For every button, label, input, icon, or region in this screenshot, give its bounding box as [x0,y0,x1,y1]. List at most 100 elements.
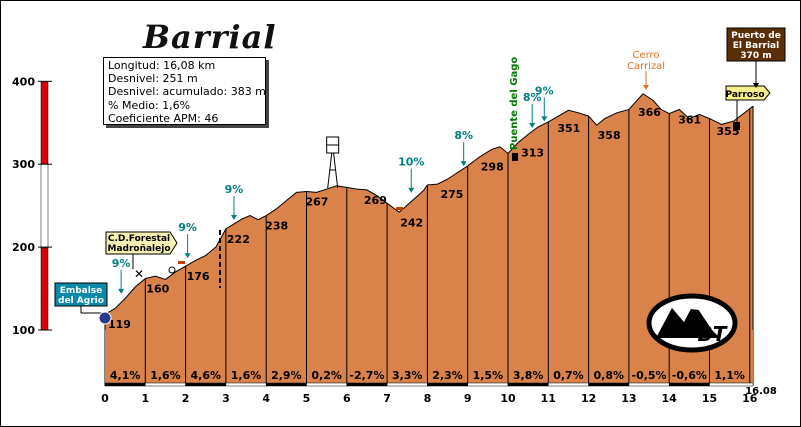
waypoint-label: Parroso [725,90,764,100]
profile-area [105,93,754,330]
km-segment-bar [346,382,388,387]
km-segment-bar [588,382,630,387]
segment-grade-label: 3,8% [513,369,544,382]
waypoint-pointer [643,85,649,90]
x-tick-label: 5 [303,392,311,405]
waypoint-label: 370 m [740,51,771,61]
grade-annotation: 10% [398,156,424,169]
y-tick-label: 100 [12,324,35,337]
segment-grade-label: -0,5% [632,369,667,382]
km-segment-bar [104,382,146,387]
km-segment-bar [427,382,468,387]
segment-grade-label: 4,1% [110,369,141,382]
km-segment-bar [548,382,589,387]
direction-marker [396,207,403,210]
x-tick-label: 3 [222,392,230,405]
profile-base [105,330,754,386]
segment-grade-label: 2,3% [432,369,463,382]
logo-mountain-icon [690,303,699,310]
stat-longitud: Longitud: 16,08 km [108,59,216,72]
grade-arrow-head [460,161,467,167]
waypoint-label: El Barrial [733,41,779,51]
elevation-label: 119 [108,318,131,331]
elevation-label: 160 [146,283,169,296]
km-segment-bar [467,382,509,387]
x-tick-label: 12 [581,392,596,405]
elevation-label: 351 [557,122,580,135]
logo-mountain-icon [656,303,720,338]
grade-arrow-head [184,253,191,259]
stat-desnivel: Desnivel: 251 m [108,72,198,86]
grade-arrow-head [541,116,548,122]
x-tick-label: 14 [662,392,678,405]
direction-marker [178,261,185,264]
segment-grade-label: 1,5% [473,369,504,382]
segment-grade-label: 1,6% [150,369,181,382]
km-segment-bar [145,382,186,387]
stat-porcentaje-medio: % Medio: 1,6% [108,98,191,112]
vertical-waypoint-label: Puente del Gago [509,57,520,150]
bridge-icon [733,122,740,130]
stat-coeficiente-apm: Coeficiente APM: 46 [108,111,219,125]
km-segment-bar [628,382,670,387]
segment-grade-label: 0,7% [553,369,584,382]
elevation-label: 313 [521,147,544,160]
poi-icon [168,266,176,274]
x-tick-label: 11 [541,392,556,405]
grade-annotation: 9% [225,183,244,196]
x-tick-label: 16.08 [745,386,777,397]
elevation-label: 176 [187,270,210,283]
km-segment-bar [709,382,754,387]
legend-bar-white [40,163,49,249]
waypoint-label: Cerro [632,50,659,61]
waypoint-pointer [753,83,759,88]
x-tick-label: 2 [182,392,190,405]
grade-annotation: 8% [454,129,473,142]
segment-grade-label: 1,6% [231,369,262,382]
elevation-label: 275 [440,188,463,201]
grade-arrow-head [230,215,237,221]
waypoint-label: Madroñalejo [107,244,170,254]
elevation-label: 366 [638,106,661,119]
grade-annotation: 9% [178,221,197,234]
elevation-label: 269 [364,194,387,207]
grade-arrow-head [118,288,125,294]
segment-grade-label: 4,6% [190,369,221,382]
profile-line [104,93,754,315]
km-segment-bar [668,382,710,387]
km-segment-bar [185,382,227,387]
segment-grade-label: 3,3% [392,369,423,382]
elevation-label: 238 [265,220,288,233]
junction-icon: ✕ [134,267,144,281]
waypoint-label: C.D.Forestal [108,234,170,244]
waypoint-label: Puerto de [731,31,781,41]
waypoint-box-puerto [726,27,786,62]
elevation-label: 298 [481,161,504,174]
x-tick-label: 0 [101,392,109,405]
x-tick-label: 9 [464,392,472,405]
elevation-label: 222 [227,233,250,246]
logo-text: BT [698,322,728,346]
km-segment-bar [507,382,549,387]
segment-grade-label: -0,6% [672,369,707,382]
segment-grade-label: 0,2% [311,369,342,382]
grade-annotation: 8% [523,91,542,104]
segment-grade-label: -2,7% [349,369,384,382]
y-tick-label: 300 [12,158,35,171]
x-tick-label: 16 [742,392,758,405]
waypoint-box-forestal [105,231,178,255]
km-segment-bar [306,382,348,387]
segment-grade-label: 2,9% [271,369,302,382]
waypoint-box-parroso [725,85,771,101]
grade-arrow-head [408,187,415,193]
legend-bar-red [40,81,49,165]
reservoir-icon [98,311,112,325]
x-tick-label: 4 [262,392,270,405]
stats-box: Longitud: 16,08 km Desnivel: 251 m Desni… [103,57,266,125]
y-tick-label: 400 [12,75,35,88]
bridge-icon [512,153,519,161]
x-tick-label: 10 [500,392,516,405]
x-tick-label: 7 [383,392,391,405]
grade-annotation: 9% [112,257,131,270]
